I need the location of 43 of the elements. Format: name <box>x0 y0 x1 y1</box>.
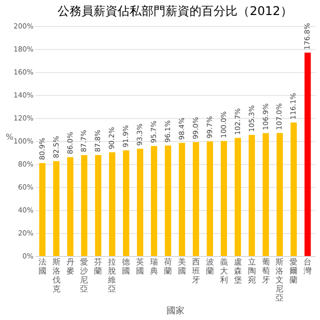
bar <box>109 152 116 256</box>
bar <box>234 138 241 256</box>
x-tick-label: 英國 <box>136 258 144 276</box>
bar <box>178 142 186 256</box>
x-tick-label: 丹麥 <box>66 258 74 276</box>
x-axis-title: 國家 <box>166 306 184 316</box>
bar <box>81 155 88 256</box>
bar <box>122 150 130 256</box>
x-tick-label: 荷蘭 <box>164 258 172 276</box>
x-tick-label: 法國 <box>38 258 46 276</box>
bar <box>276 132 283 256</box>
x-tick-label: 愛沙尼亞 <box>80 258 88 294</box>
bar <box>150 146 158 256</box>
x-tick-label: 波蘭 <box>206 258 214 276</box>
bar <box>95 155 102 256</box>
bar <box>67 157 74 256</box>
x-tick-label: 愛爾蘭 <box>290 258 298 284</box>
x-tick-label: 德國 <box>122 258 130 276</box>
bar <box>206 141 214 256</box>
bar <box>192 142 200 256</box>
x-tick-label: 芬蘭 <box>94 258 102 276</box>
x-tick-label: 西班牙 <box>192 258 200 284</box>
x-tick-label: 瑞典 <box>150 258 158 276</box>
bar <box>136 148 144 256</box>
x-tick-label: 葡萄牙 <box>262 258 270 284</box>
bar <box>164 145 172 256</box>
y-axis-title: % <box>6 132 14 142</box>
chart-title: 公務員薪資佔私部門薪資的百分比（2012） <box>58 4 292 18</box>
bar <box>290 122 297 256</box>
x-tick-label: 拉脫維亞 <box>107 258 116 294</box>
bar <box>304 52 311 256</box>
bar <box>248 134 255 256</box>
x-tick-label: 斯洛文尼亞 <box>276 258 284 302</box>
x-tick-label: 義大利 <box>220 258 228 284</box>
x-tick-label: 立陶宛 <box>248 258 256 284</box>
bar <box>53 161 60 256</box>
x-tick-label: 斯洛伐克 <box>52 258 60 294</box>
x-tick-label: 美國 <box>178 258 186 276</box>
bar <box>262 133 269 256</box>
bar <box>220 141 228 256</box>
x-tick-label: 台灣 <box>304 258 312 276</box>
x-tick-label: 盧森堡 <box>234 258 242 284</box>
bar <box>39 162 46 256</box>
